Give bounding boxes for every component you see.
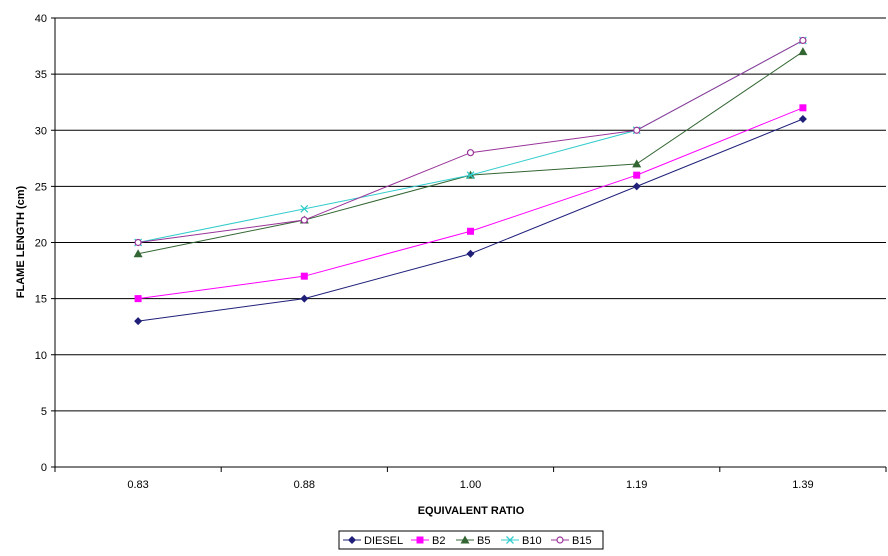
x-tick-label: 1.19 [626,479,647,491]
data-point [300,204,309,213]
series-b15 [134,36,807,247]
data-point [632,159,642,168]
legend-label: DIESEL [364,535,403,547]
legend-label: B10 [522,535,542,547]
x-tick-label: 1.39 [792,479,813,491]
legend-marker [506,536,514,544]
legend-item: B2 [411,535,445,547]
series-lines [133,36,808,326]
gridlines [55,17,886,412]
y-tick-label: 40 [35,13,47,25]
data-point [798,47,808,56]
data-point [467,227,474,235]
y-tick-label: 25 [35,181,47,193]
y-tick-label: 5 [41,406,47,418]
y-axis-label: FLAME LENGTH (cm) [15,185,27,298]
data-point [633,126,641,134]
legend-item: DIESEL [343,535,403,547]
x-tick-label: 0.88 [294,479,315,491]
series-diesel [134,115,807,326]
legend-marker [460,535,470,544]
y-tick-labels: 0 5 10 15 20 25 30 35 40 [35,13,47,474]
y-tick-label: 10 [35,350,47,362]
data-point [466,249,475,258]
legend-item: B5 [456,535,490,547]
data-point [300,272,308,280]
x-axis-label: EQUIVALENT RATIO [418,505,525,517]
x-tick-labels: 0.83 0.88 1.00 1.19 1.39 [127,479,813,491]
legend-item: B10 [501,535,542,547]
legend-item: B15 [551,535,592,547]
y-tick-label: 15 [35,294,47,306]
x-tick-label: 0.83 [127,479,148,491]
data-point [134,238,142,247]
data-point [466,171,475,180]
data-point [300,294,309,303]
legend-label: B15 [572,535,592,547]
data-point [633,171,641,179]
legend-label: B5 [477,535,490,547]
y-tick-label: 30 [35,125,47,137]
data-point [798,115,807,124]
series-line [138,40,804,243]
legend-marker [348,536,356,544]
data-point [799,36,807,45]
y-tick-label: 0 [41,462,47,474]
data-point [134,317,143,326]
y-tick-label: 20 [35,238,47,250]
y-tick-label: 35 [35,69,47,81]
data-point [466,149,475,157]
legend: DIESEL B2 B5 B10 B15 [338,530,604,550]
legend-label: B2 [432,535,445,547]
axes [51,17,887,472]
series-line [138,40,804,243]
legend-marker [416,536,424,544]
series-line [138,107,804,300]
data-point [799,104,807,112]
x-tick-label: 1.00 [460,479,481,491]
data-point [133,249,143,258]
data-point [300,216,308,224]
series-b2 [134,104,807,303]
series-b10 [134,36,807,247]
data-point [134,295,142,303]
data-point [632,182,641,191]
legend-marker [556,536,564,544]
